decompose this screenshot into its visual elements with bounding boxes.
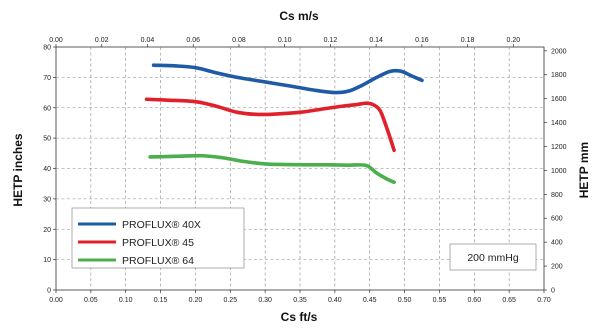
y-right-tick-label: 600 [551,216,563,223]
y-left-tick-label: 30 [43,196,51,203]
y-right-tick-label: 200 [551,264,563,271]
legend-box [71,207,245,269]
y-axis-left: 0 10 20 30 40 50 60 70 80 [43,45,56,295]
x-axis-bottom: 0.00 0.05 0.10 0.15 0.20 0.25 0.30 0.35 0.40 0.45… [49,290,551,304]
x-bottom-tick-label: 0.00 [49,297,63,304]
y-axis-left-title: HETP inches [11,133,25,206]
series-line-proflux-64 [148,153,396,184]
x-bottom-tick-label: 0.15 [154,297,168,304]
x-top-tick-label: 0.08 [232,37,246,44]
x-top-tick-label: 0.14 [369,37,383,44]
x-top-tick-label: 0.12 [324,37,338,44]
y-right-tick-label: 0 [551,288,555,295]
legend-label-proflux-40x: PROFLUX® 40X [122,219,201,231]
x-bottom-tick-label: 0.40 [328,297,342,304]
x-top-tick-label: 0.16 [415,37,429,44]
y-left-tick-label: 40 [43,166,51,173]
y-right-tick-label: 400 [551,240,563,247]
x-top-tick-label: 0.18 [461,37,475,44]
y-left-tick-label: 80 [43,45,51,52]
x-bottom-tick-label: 0.50 [398,297,412,304]
legend: PROFLUX® 40X PROFLUX® 45 PROFLUX® 64 [71,207,245,269]
y-left-tick-label: 10 [43,257,51,264]
x-axis-bottom-title: Cs ft/s [281,310,318,324]
y-left-tick-label: 60 [43,105,51,112]
x-top-tick-label: 0.06 [186,37,200,44]
x-bottom-tick-label: 0.20 [189,297,203,304]
x-bottom-tick-label: 0.25 [223,297,237,304]
x-bottom-tick-label: 0.10 [119,297,133,304]
x-bottom-tick-label: 0.65 [502,297,516,304]
y-right-tick-label: 1400 [551,120,567,127]
x-top-tick-label: 0.20 [507,37,521,44]
x-bottom-tick-label: 0.35 [293,297,307,304]
pressure-annotation: 200 mmHg [449,243,537,271]
y-axis-right-title: HETP mm [577,142,591,198]
x-top-tick-label: 0.04 [141,37,155,44]
x-top-tick-label: 0.02 [95,37,109,44]
x-bottom-tick-label: 0.05 [84,297,98,304]
y-left-tick-label: 50 [43,136,51,143]
y-right-tick-label: 1800 [551,72,567,79]
x-axis-top-title: Cs m/s [279,9,319,23]
y-right-tick-label: 800 [551,192,563,199]
x-bottom-tick-label: 0.70 [537,297,551,304]
x-bottom-tick-label: 0.45 [363,297,377,304]
annotation-box [449,243,537,271]
series-layer [144,63,424,184]
annotation-text: 200 mmHg [467,252,519,264]
y-right-tick-label: 1200 [551,144,567,151]
y-left-tick-label: 70 [43,75,51,82]
x-bottom-tick-label: 0.55 [433,297,447,304]
legend-label-proflux-64: PROFLUX® 64 [122,255,194,267]
y-right-tick-label: 2000 [551,48,567,55]
x-axis-top: 0.00 0.02 0.04 0.06 0.08 0.10 0.12 0.14 0.16 0.18… [49,37,520,47]
y-left-tick-label: 20 [43,227,51,234]
x-top-tick-label: 0.00 [49,37,63,44]
x-top-tick-label: 0.10 [278,37,292,44]
y-left-tick-label: 0 [47,288,51,295]
x-bottom-tick-label: 0.30 [258,297,272,304]
y-right-tick-label: 1600 [551,96,567,103]
legend-label-proflux-45: PROFLUX® 45 [122,237,194,249]
series-line-proflux-45 [144,97,396,153]
y-right-tick-label: 1000 [551,168,567,175]
series-line-proflux-40x [151,63,424,95]
y-axis-right: 0 200 400 600 800 1000 1200 1400 1600 1800 2000 [544,48,567,295]
x-bottom-tick-label: 0.60 [467,297,481,304]
